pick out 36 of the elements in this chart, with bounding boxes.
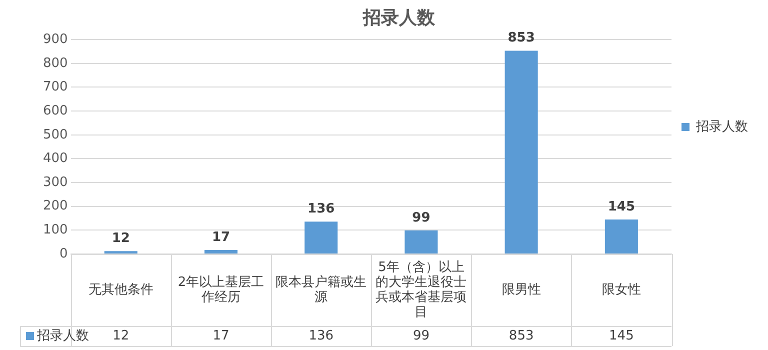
x-tick-label: 限女性 — [602, 282, 641, 298]
y-tick-label: 800 — [42, 56, 68, 71]
data-label: 12 — [112, 231, 130, 246]
bar — [504, 50, 538, 254]
y-tick-label: 0 — [60, 246, 68, 262]
bar — [204, 250, 238, 254]
x-tick-label: 无其他条件 — [88, 282, 154, 298]
y-tick-label: 500 — [42, 127, 68, 142]
text: 853 — [508, 328, 534, 344]
x-tick-label: 限男性 — [502, 282, 541, 298]
legend-label: 招录人数 — [695, 119, 748, 134]
y-tick-label: 700 — [42, 80, 68, 95]
text: 12 — [112, 328, 130, 344]
chart-title: 招录人数 — [362, 7, 436, 28]
y-tick-label: 900 — [42, 32, 68, 47]
x-tick-label: 2年以上基层工作经历 — [178, 274, 264, 305]
y-tick-label: 200 — [42, 198, 68, 214]
y-tick-label: 100 — [42, 222, 68, 238]
data-label: 99 — [412, 210, 430, 226]
bar — [304, 222, 338, 254]
bar — [404, 230, 438, 254]
text: 145 — [609, 328, 634, 344]
text: 136 — [308, 328, 334, 344]
data-label: 853 — [508, 30, 535, 46]
x-tick-label: 限本县户籍或生源 — [276, 274, 367, 305]
text: 招录人数 — [37, 328, 89, 344]
y-tick-label: 400 — [42, 151, 68, 166]
data-label: 145 — [608, 199, 636, 214]
text: 99 — [412, 328, 430, 344]
data-label: 136 — [308, 201, 335, 216]
text: 17 — [212, 328, 230, 344]
bar — [604, 219, 638, 254]
y-tick-label: 300 — [42, 174, 68, 190]
data-label: 17 — [212, 230, 230, 245]
x-tick-label: 5年（含）以上的大学生退役士兵或本省基层项目 — [376, 260, 467, 320]
y-tick-label: 600 — [42, 103, 68, 118]
